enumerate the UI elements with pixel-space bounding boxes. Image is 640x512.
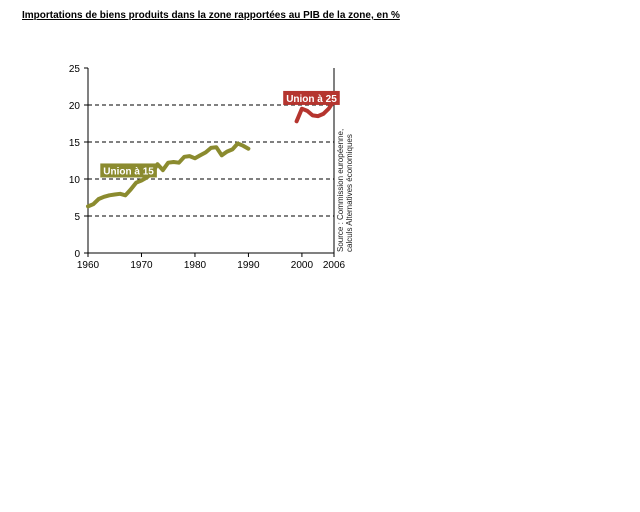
- series-point: [182, 155, 186, 159]
- series-point: [123, 193, 128, 197]
- series-label-text: Union à 15: [103, 166, 154, 177]
- series-point: [294, 119, 299, 123]
- grid-layer: [88, 104, 334, 217]
- y-tick-label: 10: [69, 175, 81, 186]
- series-point: [188, 154, 192, 158]
- series-point: [134, 181, 138, 185]
- series-point: [166, 161, 170, 165]
- series-point: [305, 109, 309, 113]
- series-point: [118, 192, 122, 196]
- y-tick-label: 15: [69, 138, 81, 149]
- series-point: [236, 141, 240, 146]
- series-point: [214, 145, 218, 149]
- source-line-1: Source : Commission européenne,: [336, 129, 345, 252]
- series-point: [161, 168, 165, 172]
- series-point: [327, 107, 331, 111]
- series-point: [311, 113, 315, 117]
- x-tick-label: 1990: [237, 260, 260, 271]
- x-tick-label: 1970: [130, 260, 153, 271]
- series-point: [107, 193, 111, 197]
- y-tick-label: 5: [74, 212, 80, 223]
- series-point: [86, 204, 90, 208]
- series-point: [139, 178, 144, 183]
- series-point: [97, 197, 101, 201]
- series-label-box: [100, 163, 157, 178]
- series-point: [300, 107, 304, 111]
- x-tick-label: 2000: [291, 260, 314, 271]
- x-tick-label: 2006: [323, 260, 346, 271]
- source-note: Source : Commission européenne, calculs …: [336, 127, 354, 252]
- series-label-1: Union à 15: [100, 163, 157, 178]
- series-point: [241, 144, 245, 148]
- series-labels: Union à 15 Union à 25: [100, 90, 340, 178]
- series-point: [193, 156, 197, 160]
- series-label-2: Union à 25: [283, 90, 340, 105]
- series-point: [225, 150, 229, 154]
- x-tick-label: 1960: [77, 260, 100, 271]
- y-tick-label: 0: [74, 249, 80, 260]
- series-point: [198, 153, 202, 157]
- source-line-2: calculs Alternatives économiques: [345, 134, 354, 252]
- series-point: [204, 150, 208, 154]
- series-point: [113, 192, 117, 197]
- series-label-text: Union à 25: [286, 94, 337, 105]
- y-tick-label: 20: [69, 101, 81, 112]
- series-point: [230, 147, 234, 151]
- series-point: [102, 195, 106, 199]
- series-point: [246, 147, 251, 151]
- series-point: [177, 161, 181, 165]
- series-point: [171, 160, 176, 164]
- series-point: [316, 114, 320, 118]
- series-layer: [86, 98, 336, 209]
- x-tick-label: 1980: [184, 260, 207, 271]
- series-point: [209, 146, 213, 150]
- series-point: [321, 112, 325, 116]
- series-point: [220, 153, 224, 157]
- series-point: [129, 187, 133, 191]
- chart-title: Importations de biens produits dans la z…: [22, 10, 400, 21]
- series-label-box: [283, 90, 340, 105]
- y-tick-label: 25: [69, 64, 81, 75]
- series-point: [91, 202, 95, 206]
